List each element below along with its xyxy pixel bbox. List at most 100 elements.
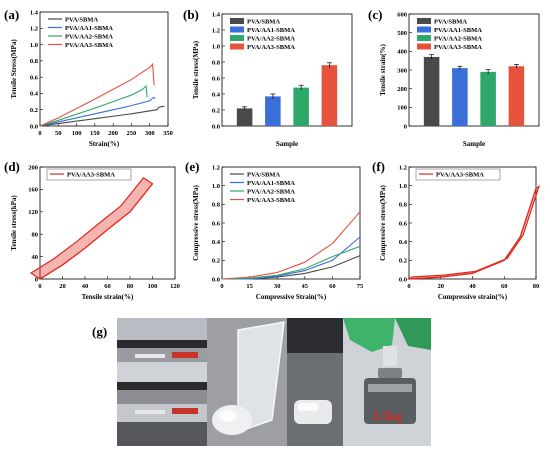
panel-label-a: (a) — [4, 7, 19, 22]
legend-swatch-b — [230, 18, 244, 24]
xtick-label-d: 20 — [59, 283, 66, 290]
ytick-label-b: 0.0 — [212, 123, 220, 130]
xlabel-c: Sample — [463, 140, 485, 148]
legend-swatch-c — [417, 18, 431, 24]
ytick-label-e: 1.2 — [212, 164, 220, 171]
series-line-a-3 — [39, 62, 155, 127]
ytick-label-e: 0.0 — [212, 276, 220, 283]
ylabel-b: Tensile stress(MPa) — [192, 40, 200, 99]
legend-label-b: PVA/AA3-SBMA — [247, 44, 295, 51]
legend-label-e: PVA/AA1-SBMA — [247, 180, 295, 187]
xtick-label-e: 60 — [329, 283, 336, 290]
ytick-label-d: 40 — [32, 254, 39, 261]
ytick-label-b: 0.2 — [212, 107, 220, 114]
xtick-label-d: 0 — [38, 283, 41, 290]
bar-c-3 — [508, 66, 525, 126]
photo-weight-lift: 1.5kg — [343, 318, 431, 446]
ytick-label-c: 600 — [397, 11, 407, 18]
ytick-label-e: 0.2 — [212, 258, 220, 265]
ytick-label-c: 400 — [397, 49, 407, 56]
xlabel-a: Strain(%) — [89, 140, 120, 148]
xlabel-f: Compressive strain(%) — [438, 293, 508, 301]
ytick-label-b: 1.2 — [212, 27, 220, 34]
bar-c-0 — [423, 56, 440, 126]
legend-label-a: PVA/AA3-SBMA — [65, 42, 113, 49]
series-line-f-0 — [408, 188, 537, 280]
xtick-label-e: 0 — [220, 283, 223, 290]
legend-box-d — [46, 168, 132, 181]
series-line-d-0 — [39, 183, 153, 280]
xtick-label-e: 15 — [246, 283, 253, 290]
ytick-label-f: 0.6 — [399, 220, 408, 227]
legend-label-b: PVA/AA1-SBMA — [247, 27, 295, 34]
xtick-label-e: 45 — [302, 283, 309, 290]
panel-label-b: (b) — [183, 7, 199, 22]
panel-label-d: (d) — [4, 159, 20, 174]
ytick-label-a: 0.8 — [30, 58, 39, 65]
legend-label-b: PVA/AA2-SBMA — [247, 36, 295, 43]
ytick-label-d: 160 — [28, 187, 38, 194]
ytick-label-f: 0.4 — [399, 239, 408, 246]
plot-frame-f — [408, 166, 537, 280]
panel-label-f: (f) — [372, 159, 385, 174]
ytick-label-f: 1.2 — [399, 164, 407, 171]
xtick-label-a: 250 — [127, 130, 137, 137]
legend-label-b: PVA/SBMA — [247, 19, 280, 26]
panel-label-e: (e) — [185, 159, 199, 174]
ylabel-c: Tensile strain(%) — [379, 44, 387, 96]
photo-strip: 1.5kg — [117, 318, 431, 446]
ytick-label-b: 0.4 — [212, 91, 221, 98]
xtick-label-f: 40 — [469, 283, 476, 290]
xtick-label-d: 80 — [127, 283, 134, 290]
xtick-label-a: 0 — [38, 130, 41, 137]
bar-c-2 — [480, 71, 496, 126]
ytick-label-d: 200 — [28, 164, 38, 171]
legend-swatch-b — [230, 35, 244, 41]
legend-label-e: PVA/AA2-SBMA — [247, 189, 295, 196]
ytick-label-a: 0.0 — [30, 123, 38, 130]
series-line-e-1 — [222, 236, 361, 280]
legend-swatch-b — [230, 26, 244, 33]
series-line-a-1 — [39, 96, 156, 127]
xtick-label-d: 60 — [104, 283, 111, 290]
bar-b-3 — [321, 65, 338, 126]
ytick-label-e: 0.6 — [212, 220, 221, 227]
xlabel-b: Sample — [276, 140, 298, 148]
panel-label-c: (c) — [368, 7, 382, 22]
ytick-label-a: 0.4 — [30, 91, 39, 98]
xtick-label-a: 100 — [72, 130, 82, 137]
xtick-label-d: 120 — [170, 283, 180, 290]
xtick-label-a: 350 — [163, 130, 173, 137]
series-loop-d — [29, 176, 154, 280]
ytick-label-b: 1.0 — [212, 43, 220, 50]
photo-gel-glass — [207, 318, 287, 446]
ytick-label-b: 0.6 — [212, 75, 221, 82]
ylabel-a: Tensile Stress(MPa) — [10, 39, 18, 99]
xtick-label-a: 50 — [55, 130, 62, 137]
legend-label-e: PVA/AA3-SBMA — [247, 197, 295, 204]
series-line-e-2 — [221, 245, 361, 280]
bar-b-2 — [293, 87, 309, 126]
xtick-label-f: 60 — [501, 283, 508, 290]
legend-label-f: PVA/AA3-SBMA — [436, 172, 484, 179]
bar-b-1 — [265, 96, 281, 126]
legend-label-a: PVA/AA1-SBMA — [65, 25, 113, 32]
bar-b-0 — [236, 108, 253, 126]
ytick-label-a: 0.2 — [30, 107, 38, 114]
ylabel-f: Compressive stress(MPa) — [379, 184, 387, 260]
legend-swatch-c — [417, 35, 431, 41]
series-line-a-2 — [39, 84, 148, 127]
xtick-label-d: 40 — [82, 283, 89, 290]
ytick-label-e: 0.4 — [212, 239, 221, 246]
xlabel-d: Tensile strain(%) — [82, 293, 134, 301]
legend-label-a: PVA/SBMA — [65, 17, 98, 24]
ytick-label-b: 0.8 — [212, 59, 221, 66]
ytick-label-f: 0.2 — [399, 258, 407, 265]
xtick-label-e: 30 — [274, 283, 281, 290]
ytick-label-a: 1.2 — [30, 26, 38, 33]
ytick-label-f: 0.0 — [399, 276, 407, 283]
ytick-label-a: 1.4 — [30, 9, 39, 16]
ytick-label-c: 300 — [397, 67, 407, 74]
panel-label-g: (g) — [92, 324, 107, 339]
xtick-label-e: 75 — [357, 283, 364, 290]
